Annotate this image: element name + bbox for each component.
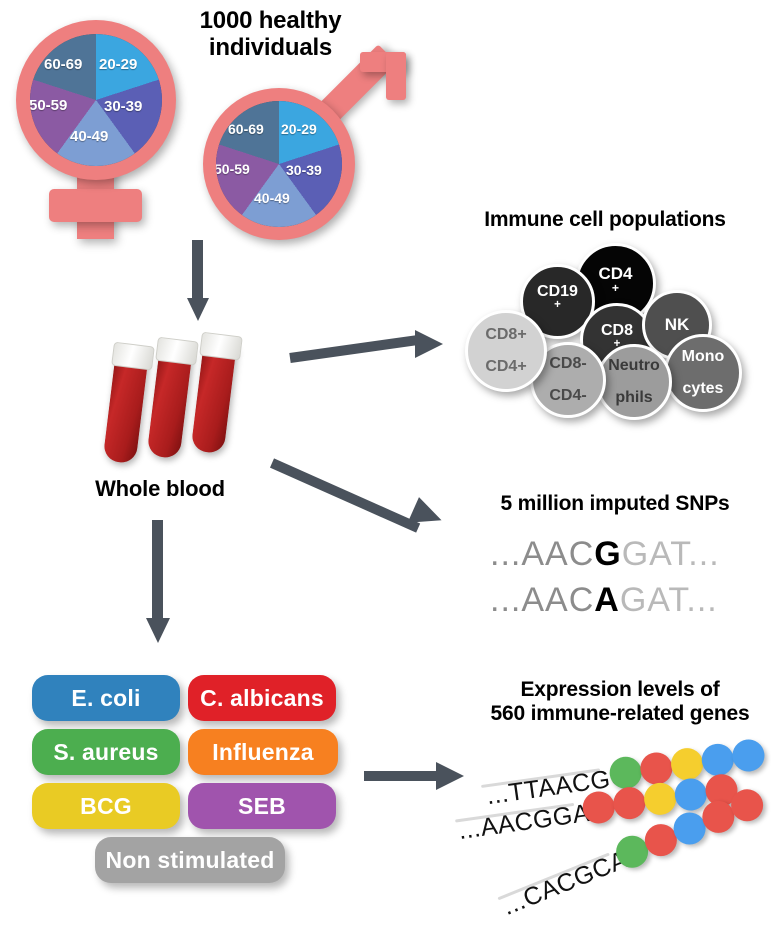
- arrow-cohort-to-blood: [186, 240, 210, 324]
- rna-bead: [611, 785, 648, 822]
- male-gender-symbol: 20-29 30-39 40-49 50-59 60-69: [198, 44, 408, 244]
- pie-slice-60-69: [216, 101, 342, 227]
- expression-panel-title: Expression levels of 560 immune-related …: [470, 678, 770, 725]
- snp-sequence-row: ...AACGGAT...: [490, 535, 720, 574]
- arrow-shaft: [152, 520, 163, 622]
- arrow-shaft: [269, 458, 421, 533]
- superscript-plus: +: [611, 281, 620, 296]
- stimulus-e-coli[interactable]: E. coli: [32, 675, 180, 721]
- pie-label-50-59: 50-59: [216, 161, 250, 177]
- stimulus-s-aureus[interactable]: S. aureus: [32, 729, 180, 775]
- blood-tube-cap: [111, 341, 155, 371]
- snp-prefix: ...AAC: [490, 535, 595, 573]
- stimulus-non-stimulated[interactable]: Non stimulated: [95, 837, 285, 883]
- snp-panel-title: 5 million imputed SNPs: [500, 492, 730, 515]
- blood-tube-cap: [155, 336, 199, 366]
- immune-cell-label: CD8- CD4-: [549, 354, 587, 405]
- snp-allele: A: [594, 581, 620, 619]
- pie-label-20-29: 20-29: [99, 56, 138, 73]
- immune-cell-label: CD8 +: [600, 321, 633, 350]
- immune-cell-label: CD19 +: [537, 283, 578, 312]
- immune-cell-label: Neutro phils: [608, 356, 660, 407]
- arrow-shaft: [192, 240, 203, 302]
- snp-prefix: ...AAC: [490, 581, 595, 619]
- snp-suffix: GAT...: [619, 581, 718, 619]
- snp-allele: G: [594, 535, 622, 573]
- snp-sequences: ...AACGGAT... ...AACAGAT...: [490, 535, 750, 625]
- pie-label-50-59: 50-59: [30, 97, 68, 114]
- expression-title-line2: 560 immune-related genes: [490, 701, 750, 725]
- immune-cell-neutrophils: Neutro phils: [596, 344, 672, 420]
- immune-cell-label: NK: [664, 315, 690, 335]
- arrow-head: [415, 330, 443, 358]
- male-age-pie: 20-29 30-39 40-49 50-59 60-69: [216, 101, 342, 227]
- immune-cell-monocytes: Mono cytes: [664, 334, 742, 412]
- arrow-blood-to-snps: [269, 450, 454, 536]
- male-symbol-arrowhead-side: [386, 52, 406, 100]
- pie-label-60-69: 60-69: [228, 121, 264, 137]
- cohort-title: 1000 healthy individuals: [168, 7, 373, 62]
- pie-label-30-39: 30-39: [104, 98, 143, 115]
- pie-label-30-39: 30-39: [286, 162, 322, 178]
- pie-slice-60-69: [30, 34, 162, 166]
- blood-tube-cap: [199, 331, 243, 361]
- immune-cell-cluster: CD4 + CD19 + CD8 + NK Mono cytes Neutro phils…: [452, 240, 762, 420]
- stimuli-panel: E. coli C. albicans S. aureus Influenza …: [30, 675, 340, 895]
- whole-blood-group: [102, 331, 264, 497]
- pie-label-60-69: 60-69: [44, 56, 83, 73]
- pie-label-20-29: 20-29: [281, 121, 317, 137]
- superscript-plus: +: [554, 299, 561, 312]
- female-age-pie: 20-29 30-39 40-49 50-59 60-69: [30, 34, 162, 166]
- immune-cell-cd8-pos-cd4-pos: CD8+ CD4+: [465, 310, 547, 392]
- stimulus-bcg[interactable]: BCG: [32, 783, 180, 829]
- expression-title-line1: Expression levels of: [520, 678, 720, 701]
- pie-label-40-49: 40-49: [70, 128, 109, 145]
- stimulus-c-albicans[interactable]: C. albicans: [188, 675, 336, 721]
- superscript-plus: +: [613, 337, 621, 350]
- stimulus-influenza[interactable]: Influenza: [188, 729, 338, 775]
- pie-label-40-49: 40-49: [254, 190, 290, 206]
- immune-cell-label: CD4 +: [598, 263, 633, 296]
- whole-blood-label: Whole blood: [95, 476, 225, 501]
- rna-strand-group: ...TTAACGG ...AACGGAT ...CACGCAA: [455, 737, 771, 921]
- rna-bead: [730, 737, 767, 774]
- arrow-head: [436, 762, 464, 790]
- rna-bead: [669, 746, 706, 783]
- snp-suffix: GAT...: [621, 535, 720, 573]
- snp-sequence-row: ...AACAGAT...: [490, 581, 718, 620]
- arrow-stimuli-to-expression: [364, 760, 474, 792]
- rna-bead: [699, 741, 736, 778]
- arrow-head: [146, 618, 170, 643]
- arrow-head: [187, 298, 209, 321]
- arrow-shaft: [364, 771, 438, 781]
- rna-bead: [638, 750, 675, 787]
- arrow-blood-to-stimuli: [145, 520, 171, 650]
- immune-cell-label: CD8+ CD4+: [485, 325, 527, 376]
- cohort-title-line2: individuals: [208, 33, 333, 61]
- immune-cell-label: Mono cytes: [681, 347, 725, 398]
- immune-panel-title: Immune cell populations: [484, 208, 726, 231]
- rna-bead: [642, 780, 679, 817]
- cohort-title-line1: 1000 healthy: [199, 7, 342, 34]
- female-symbol-crossbar: [49, 189, 142, 222]
- arrow-blood-to-immune: [289, 330, 446, 370]
- stimulus-seb[interactable]: SEB: [188, 783, 336, 829]
- arrow-shaft: [289, 335, 418, 363]
- female-gender-symbol: 20-29 30-39 40-49 50-59 60-69: [8, 14, 188, 244]
